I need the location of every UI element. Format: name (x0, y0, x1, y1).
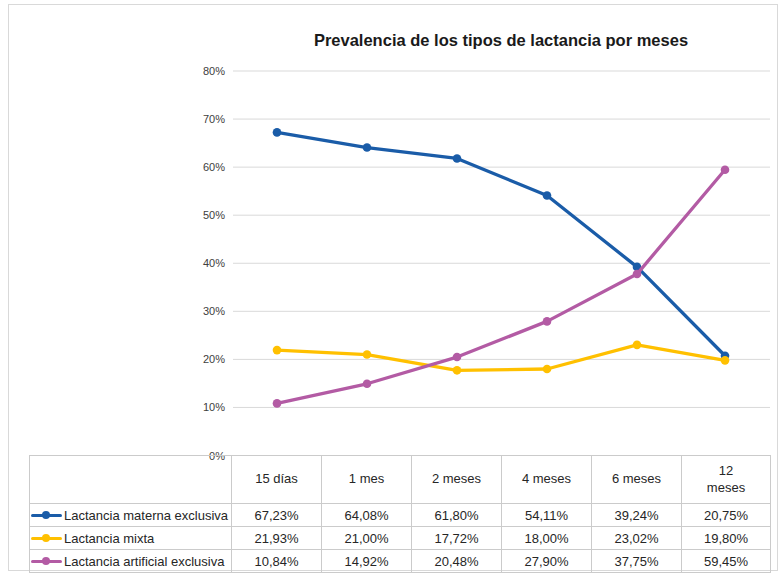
svg-text:40%: 40% (203, 257, 225, 269)
value-cell: 17,72% (412, 527, 502, 550)
svg-text:50%: 50% (203, 209, 225, 221)
value-cell: 67,23% (232, 504, 322, 527)
value-cell: 37,75% (592, 550, 682, 573)
table-header-2-meses: 2 meses (412, 456, 502, 504)
legend-marker-line-icon (30, 508, 63, 522)
value-cell: 39,24% (592, 504, 682, 527)
table-header-4-meses: 4 meses (502, 456, 592, 504)
value-cell: 14,92% (322, 550, 412, 573)
table-header-15-dias: 15 días (232, 456, 322, 504)
table-row-mixta: Lactancia mixta 21,93% 21,00% 17,72% 18,… (30, 527, 771, 550)
svg-text:20%: 20% (203, 353, 225, 365)
svg-text:70%: 70% (203, 113, 225, 125)
value-cell: 19,80% (682, 527, 771, 550)
value-cell: 64,08% (322, 504, 412, 527)
value-cell: 20,75% (682, 504, 771, 527)
table-row-materna-exclusiva: Lactancia materna exclusiva 67,23% 64,08… (30, 504, 771, 527)
table-header-12-meses: 12 meses (682, 456, 771, 504)
value-cell: 20,48% (412, 550, 502, 573)
value-cell: 27,90% (502, 550, 592, 573)
value-cell: 21,93% (232, 527, 322, 550)
data-table: 15 días 1 mes 2 meses 4 meses 6 meses 12… (29, 455, 771, 573)
value-cell: 61,80% (412, 504, 502, 527)
legend-marker-line-icon (30, 531, 63, 545)
table-row-artificial-exclusiva: Lactancia artificial exclusiva 10,84% 14… (30, 550, 771, 573)
series-name: Lactancia mixta (63, 531, 154, 546)
table-header-6-meses: 6 meses (592, 456, 682, 504)
value-cell: 23,02% (592, 527, 682, 550)
svg-text:80%: 80% (203, 65, 225, 77)
series-name: Lactancia artificial exclusiva (63, 554, 224, 569)
value-cell: 18,00% (502, 527, 592, 550)
chart-container: Prevalencia de los tipos de lactancia po… (0, 0, 781, 573)
legend-cell: Lactancia artificial exclusiva (30, 550, 232, 573)
value-cell: 21,00% (322, 527, 412, 550)
table-header-row: 15 días 1 mes 2 meses 4 meses 6 meses 12… (30, 456, 771, 504)
svg-text:10%: 10% (203, 401, 225, 413)
series-name: Lactancia materna exclusiva (63, 508, 228, 523)
legend-marker-line-icon (30, 554, 63, 568)
value-cell: 54,11% (502, 504, 592, 527)
legend-cell: Lactancia materna exclusiva (30, 504, 232, 527)
table-corner-cell (30, 456, 232, 504)
table-header-1-mes: 1 mes (322, 456, 412, 504)
value-cell: 10,84% (232, 550, 322, 573)
legend-cell: Lactancia mixta (30, 527, 232, 550)
svg-text:30%: 30% (203, 305, 225, 317)
value-cell: 59,45% (682, 550, 771, 573)
svg-text:60%: 60% (203, 161, 225, 173)
